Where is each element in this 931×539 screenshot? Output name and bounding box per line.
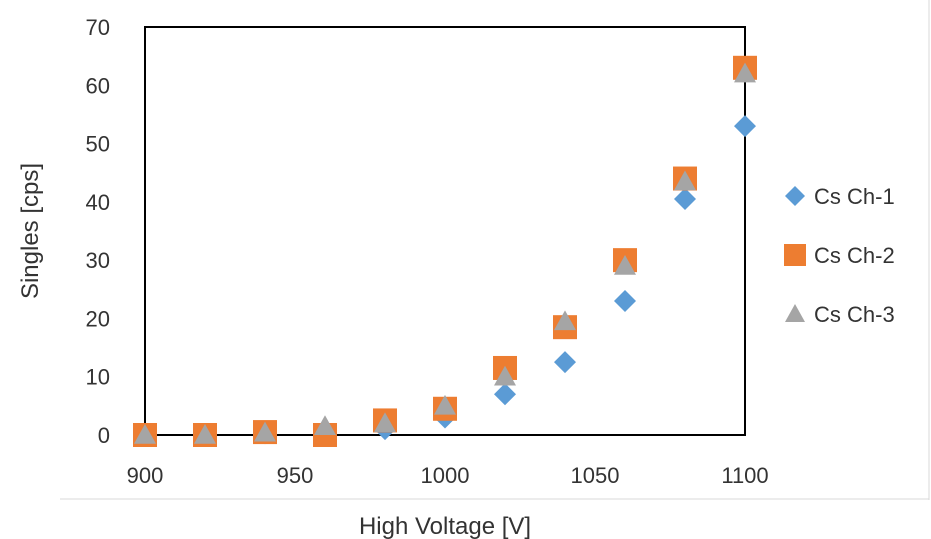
data-point-diamond bbox=[614, 289, 636, 312]
data-point-diamond bbox=[554, 351, 576, 374]
legend-label: Cs Ch-2 bbox=[814, 243, 895, 268]
x-tick-label: 1050 bbox=[571, 463, 620, 488]
data-point-triangle bbox=[674, 170, 696, 191]
x-tick-label: 950 bbox=[277, 463, 314, 488]
data-point-triangle bbox=[434, 394, 456, 415]
data-point-triangle bbox=[494, 365, 516, 386]
data-points bbox=[133, 55, 757, 447]
legend: Cs Ch-1 Cs Ch-2 Cs Ch-3 bbox=[784, 184, 895, 327]
y-tick-label: 30 bbox=[86, 248, 110, 273]
data-point-triangle bbox=[314, 415, 336, 436]
legend-label: Cs Ch-1 bbox=[814, 184, 895, 209]
data-point-triangle bbox=[554, 310, 576, 331]
data-point-triangle bbox=[734, 62, 756, 83]
y-tick-label: 50 bbox=[86, 132, 110, 157]
y-tick-label: 60 bbox=[86, 73, 110, 98]
data-point-triangle bbox=[254, 421, 276, 442]
y-tick-label: 0 bbox=[98, 423, 110, 448]
data-point-diamond bbox=[674, 187, 696, 210]
data-point-diamond bbox=[734, 115, 756, 138]
legend-marker-triangle bbox=[785, 304, 805, 322]
y-tick-label: 10 bbox=[86, 365, 110, 390]
legend-label: Cs Ch-3 bbox=[814, 302, 895, 327]
y-axis-ticks: 0 10 20 30 40 50 60 70 bbox=[86, 15, 110, 448]
y-tick-label: 20 bbox=[86, 306, 110, 331]
y-axis-title: Singles [cps] bbox=[17, 163, 44, 299]
y-tick-label: 70 bbox=[86, 15, 110, 40]
plot-area-frame bbox=[144, 26, 746, 436]
data-point-diamond bbox=[494, 383, 516, 406]
x-axis-ticks: 900 950 1000 1050 1100 bbox=[127, 463, 769, 488]
x-tick-label: 900 bbox=[127, 463, 164, 488]
x-tick-label: 1100 bbox=[721, 463, 768, 488]
data-point-triangle bbox=[134, 424, 156, 444]
legend-marker-diamond bbox=[785, 186, 805, 206]
y-tick-label: 40 bbox=[86, 190, 110, 215]
x-tick-label: 1000 bbox=[421, 463, 470, 488]
data-point-triangle bbox=[614, 254, 636, 275]
legend-marker-square bbox=[784, 244, 806, 266]
x-axis-title: High Voltage [V] bbox=[359, 513, 531, 539]
data-point-triangle bbox=[374, 412, 396, 433]
data-point-triangle bbox=[194, 424, 216, 444]
